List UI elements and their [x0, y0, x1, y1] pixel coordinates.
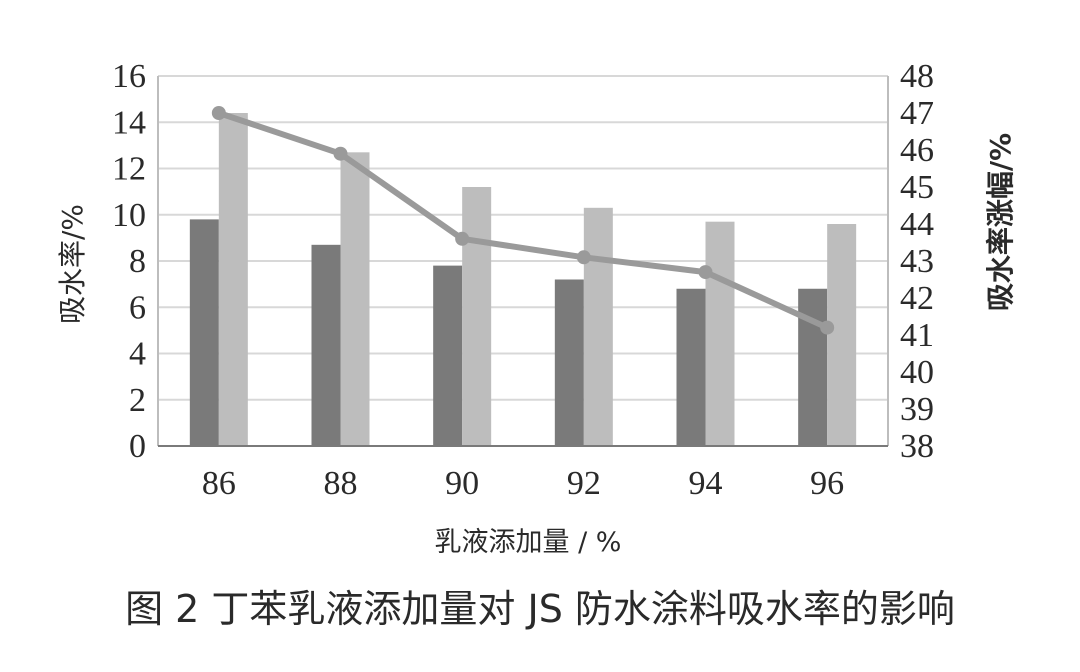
y2-tick-label: 46	[900, 132, 934, 169]
y-tick-label: 14	[112, 104, 146, 141]
bar	[583, 207, 613, 446]
bar	[554, 279, 584, 446]
bar	[705, 221, 735, 446]
y-tick-label: 10	[112, 197, 146, 234]
bar	[340, 152, 370, 446]
line-point	[211, 106, 226, 120]
x-tick-label: 90	[445, 465, 479, 502]
x-tick-label: 86	[202, 465, 236, 502]
y2-tick-label: 44	[900, 206, 934, 243]
y-tick-label: 12	[112, 151, 146, 188]
y-tick-label: 8	[129, 243, 146, 280]
x-tick-label: 96	[810, 465, 844, 502]
bar	[798, 288, 828, 446]
line-point	[455, 231, 470, 246]
axes	[157, 76, 889, 447]
line-point	[333, 146, 348, 161]
line-point	[698, 265, 713, 280]
y-axis-title: 吸水率/%	[56, 204, 89, 324]
bars	[189, 113, 857, 446]
x-tick-label: 94	[689, 465, 723, 502]
y2-tick-label: 38	[900, 428, 934, 465]
y-tick-label: 2	[129, 382, 146, 419]
y2-tick-label: 48	[900, 58, 934, 95]
bar	[218, 113, 248, 446]
y2-tick-label: 39	[900, 391, 934, 428]
line-point	[576, 250, 591, 265]
y2-tick-label: 42	[900, 280, 934, 317]
grid-lines	[158, 75, 888, 401]
bar	[189, 219, 219, 446]
line-point	[820, 320, 835, 335]
bar	[433, 265, 463, 446]
bar	[676, 288, 706, 446]
y2-axis-title: 吸水率涨幅/%	[984, 133, 1017, 311]
y2-tick-label: 43	[900, 243, 934, 280]
x-axis-title: 乳液添加量 / %	[435, 527, 622, 558]
bar	[462, 187, 492, 446]
series-line	[211, 106, 835, 335]
series-line-path	[217, 110, 829, 331]
bar	[311, 244, 341, 446]
y2-tick-label: 40	[900, 354, 934, 391]
x-tick-label: 92	[567, 465, 601, 502]
bar	[827, 224, 857, 446]
x-tick-label: 88	[324, 465, 358, 502]
y2-tick-label: 45	[900, 169, 934, 206]
y2-tick-label: 47	[900, 95, 934, 132]
y-tick-label: 16	[112, 58, 146, 95]
y-tick-label: 0	[129, 428, 146, 465]
figure-caption: 图 2 丁苯乳液添加量对 JS 防水涂料吸水率的影响	[125, 587, 955, 631]
y-tick-label: 6	[129, 289, 146, 326]
y2-tick-label: 41	[900, 317, 934, 354]
y-tick-label: 4	[129, 336, 146, 373]
